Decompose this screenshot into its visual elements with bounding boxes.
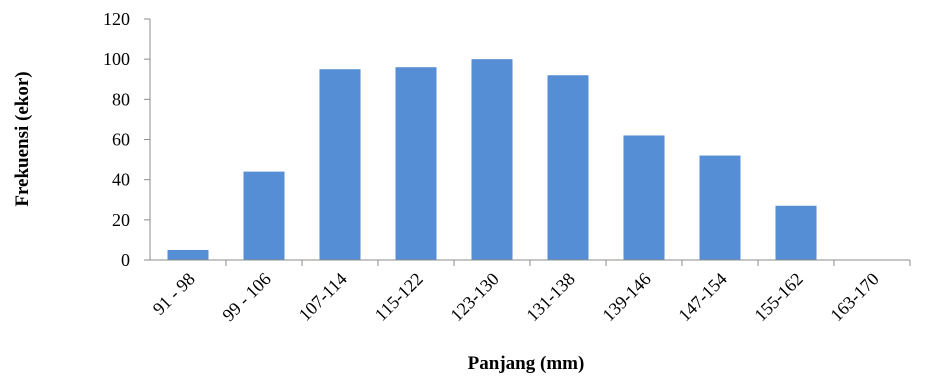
x-tick-label: 163-170 [826,269,883,326]
x-tick-label: 99 - 106 [218,269,275,326]
y-tick-label: 0 [121,250,130,270]
bar-107-114 [319,69,361,260]
bar-139-146 [623,135,665,260]
y-axis-ticks: 0 20 40 60 80 100 120 [103,9,150,270]
x-tick-label: 91 - 98 [149,269,199,319]
bar-115-122 [395,67,437,260]
bar-series [167,59,817,260]
y-tick-label: 60 [112,130,130,150]
y-axis-title: Frekuensi (ekor) [12,71,33,206]
y-tick-label: 120 [103,9,130,29]
x-tick-label: 139-146 [598,269,655,326]
bar-99-106 [243,171,285,260]
y-tick-label: 80 [112,89,130,109]
bar-155-162 [775,205,817,260]
bar-131-138 [547,75,589,260]
x-tick-label: 155-162 [750,269,807,326]
x-axis-title: Panjang (mm) [468,353,585,374]
y-tick-label: 40 [112,170,130,190]
x-tick-label: 131-138 [522,269,579,326]
bar-147-154 [699,155,741,260]
x-tick-label: 147-154 [674,269,731,326]
y-tick-label: 20 [112,210,130,230]
x-tick-label: 123-130 [446,269,503,326]
bar-91-98 [167,249,209,260]
x-tick-label: 107-114 [295,269,351,325]
bar-123-130 [471,59,513,260]
y-tick-label: 100 [103,49,130,69]
x-tick-label: 115-122 [371,269,427,325]
x-axis-ticks: 91 - 98 99 - 106 107-114 115-122 123-130 131-… [149,260,911,326]
